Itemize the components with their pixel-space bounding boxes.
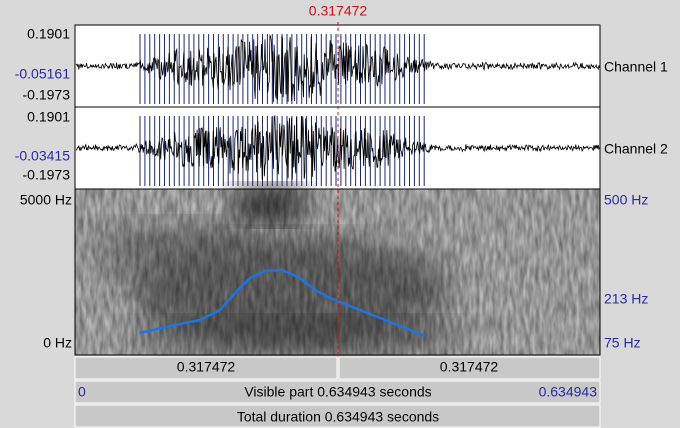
pitch-min: 75 Hz [604,335,641,351]
channel-min: -0.1973 [23,87,71,103]
channel-name: Channel 1 [604,59,668,75]
cursor-time: 0.317472 [309,3,368,19]
total-duration-bar[interactable] [74,404,601,428]
waveforms [75,33,600,186]
pitch-value: 213 Hz [604,291,648,307]
right-part-bar[interactable] [338,356,601,380]
total-duration: Total duration 0.634943 seconds [237,409,439,425]
pitch-contour [139,268,426,338]
visible-part-bar[interactable] [74,380,601,404]
channel-max: 0.1901 [27,26,70,42]
visible-label: Visible part 0.634943 seconds [244,384,431,400]
visible-start: 0 [78,384,86,400]
channel-value: -0.03415 [15,148,70,164]
left-part-bar[interactable] [74,356,338,380]
left-part-label: 0.317472 [177,359,236,375]
channel-name: Channel 2 [604,141,668,157]
waveform [75,33,600,103]
channel-min: -0.1973 [23,167,71,183]
pitch-max: 500 Hz [604,192,648,208]
channel-max: 0.1901 [27,109,70,125]
channel-value: -0.05161 [15,66,70,82]
freq-max: 5000 Hz [20,192,72,208]
freq-min: 0 Hz [43,335,72,351]
right-part-label: 0.317472 [440,359,499,375]
visible-end: 0.634943 [539,384,598,400]
